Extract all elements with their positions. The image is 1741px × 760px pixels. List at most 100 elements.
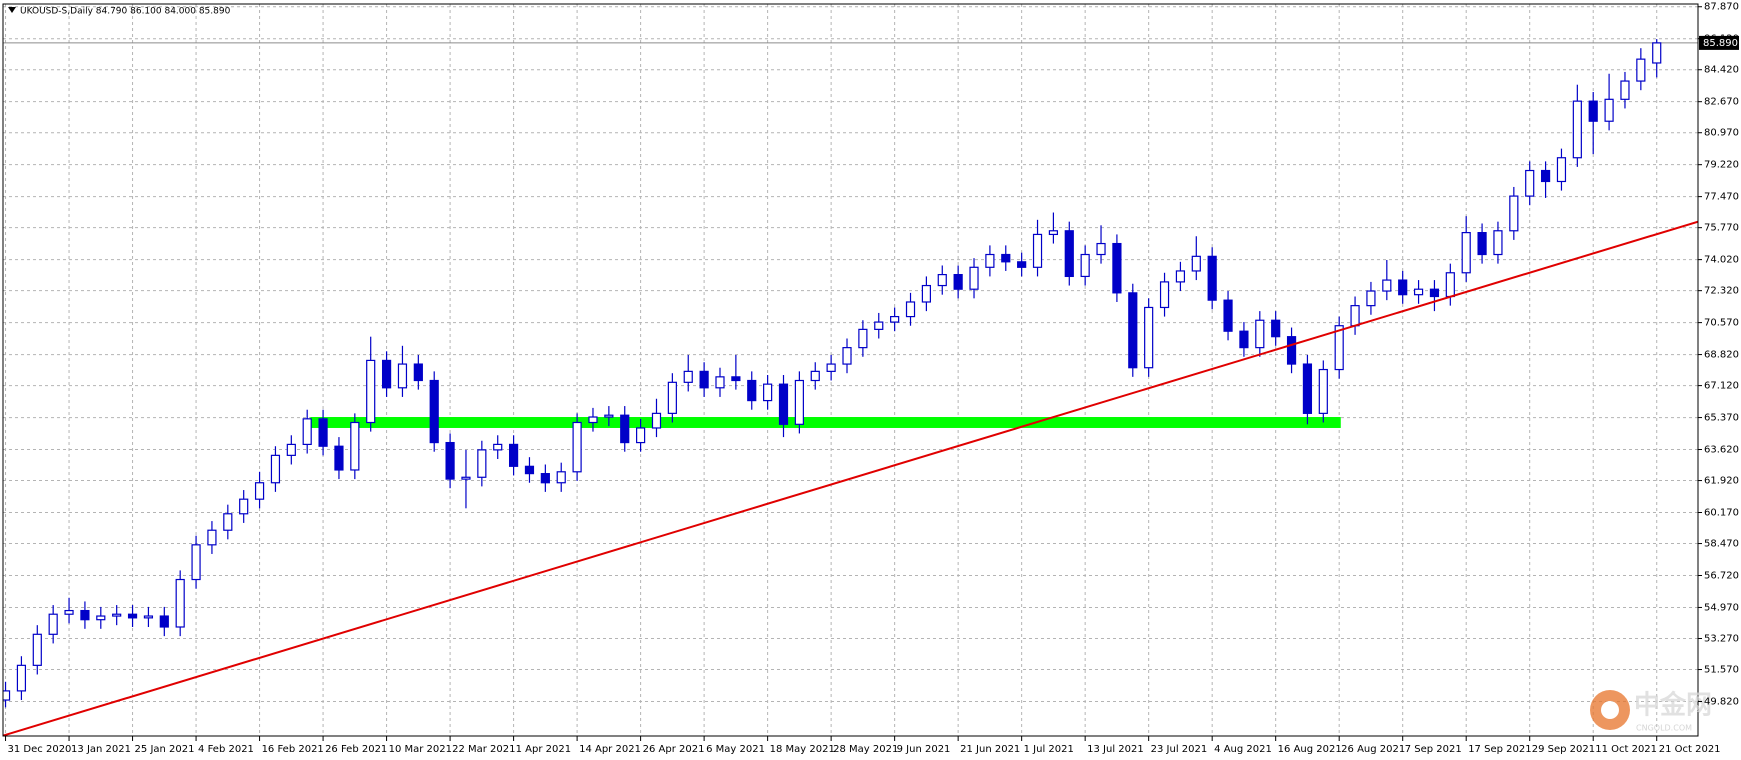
candle-body — [985, 253, 995, 268]
candle-body — [683, 370, 693, 383]
candle-body — [1144, 306, 1154, 369]
watermark-logo-inner — [1601, 701, 1619, 719]
x-tick-label: 21 Jun 2021 — [960, 744, 1020, 755]
candle-body — [1286, 336, 1297, 365]
candle-body — [1318, 368, 1328, 414]
y-tick-label: 77.470 — [1704, 192, 1739, 203]
candle-body — [810, 370, 820, 382]
candle-body — [1048, 230, 1059, 236]
candle-body — [1620, 80, 1630, 100]
x-tick-label: 4 Aug 2021 — [1214, 744, 1272, 755]
candle-body — [429, 379, 439, 444]
x-tick-label: 1 Jul 2021 — [1024, 744, 1074, 755]
candle-body — [588, 416, 598, 424]
candle-body — [874, 321, 884, 330]
y-tick-label: 53.270 — [1704, 633, 1739, 644]
candle-body — [1001, 253, 1011, 263]
y-tick-label: 80.970 — [1704, 128, 1739, 139]
candle-body — [397, 363, 408, 389]
x-tick-label: 23 Jul 2021 — [1151, 744, 1208, 755]
x-tick-label: 28 May 2021 — [833, 744, 898, 755]
candle-body — [1525, 169, 1535, 197]
candle-body — [1080, 253, 1090, 278]
x-tick-label: 25 Jan 2021 — [135, 744, 195, 755]
x-tick-label: 22 Mar 2021 — [452, 744, 515, 755]
candle-body — [858, 328, 868, 349]
candle-body — [1509, 195, 1519, 232]
candle-body — [905, 301, 916, 318]
x-tick-label: 13 Jan 2021 — [71, 744, 131, 755]
candle-body — [953, 273, 963, 290]
x-tick-label: 11 Oct 2021 — [1595, 744, 1657, 755]
candle-body — [1032, 233, 1043, 268]
candle-body — [1112, 242, 1122, 294]
y-tick-label: 72.320 — [1704, 286, 1739, 297]
candle-body — [1255, 319, 1265, 349]
y-tick-label: 84.420 — [1704, 65, 1739, 76]
candle-body — [1398, 279, 1408, 296]
candle-body — [477, 449, 487, 478]
candle-body — [699, 370, 709, 389]
x-tick-label: 31 Dec 2020 — [8, 744, 72, 755]
candle-body — [318, 418, 328, 447]
x-tick-label: 10 Mar 2021 — [389, 744, 452, 755]
candle-body — [413, 363, 423, 382]
candle-body — [1636, 58, 1646, 82]
candle-body — [159, 615, 169, 628]
candle-body — [572, 421, 582, 473]
candle-body — [890, 315, 900, 323]
candle-body — [1239, 330, 1249, 349]
candle-body — [1588, 100, 1598, 122]
candle-body — [334, 445, 344, 471]
candle-body — [651, 412, 662, 429]
x-tick-label: 26 Feb 2021 — [325, 744, 387, 755]
candle-body — [715, 376, 725, 389]
x-tick-label: 17 Sep 2021 — [1468, 744, 1531, 755]
candle-body — [763, 383, 773, 402]
candle-body — [540, 473, 550, 484]
candle-body — [461, 476, 471, 480]
candle-body — [254, 482, 265, 500]
candle-body — [667, 381, 677, 414]
y-tick-label: 75.770 — [1704, 223, 1739, 234]
candle-body — [1271, 319, 1281, 338]
y-tick-label: 82.670 — [1704, 97, 1739, 108]
support-zone — [310, 417, 1341, 428]
candle-body — [1366, 290, 1376, 307]
y-tick-label: 56.720 — [1704, 571, 1739, 582]
candle-body — [1017, 261, 1027, 268]
candle-body — [143, 615, 154, 619]
candle-body — [921, 284, 931, 303]
y-tick-label: 58.470 — [1704, 539, 1739, 550]
candle-body — [493, 443, 503, 451]
x-tick-label: 29 Sep 2021 — [1532, 744, 1595, 755]
candle-body — [1191, 255, 1201, 272]
candle-body — [286, 443, 296, 456]
candle-body — [207, 529, 217, 546]
y-tick-label: 79.220 — [1704, 160, 1739, 171]
candle-body — [556, 471, 566, 484]
candle-body — [270, 454, 281, 484]
candle-body — [1350, 305, 1360, 327]
candle-body — [778, 383, 789, 425]
candle-body — [1556, 157, 1567, 183]
candle-body — [127, 613, 138, 619]
candle-body — [620, 414, 630, 444]
candle-body — [223, 513, 233, 531]
candle-body — [1493, 230, 1503, 256]
watermark-name: 中金网 — [1634, 690, 1712, 721]
candle-body — [64, 609, 74, 615]
x-tick-label: 13 Jul 2021 — [1087, 744, 1144, 755]
y-tick-label: 68.820 — [1704, 350, 1739, 361]
y-tick-label: 61.920 — [1704, 476, 1739, 487]
candle-body — [1064, 230, 1074, 278]
candle-body — [604, 414, 614, 418]
x-tick-label: 9 Jun 2021 — [897, 744, 951, 755]
candle-body — [794, 379, 804, 425]
y-tick-label: 54.970 — [1704, 602, 1739, 613]
y-tick-label: 70.570 — [1704, 318, 1739, 329]
chart-title: UKOUSD-S,Daily 84.790 86.100 84.000 85.8… — [20, 7, 231, 17]
y-tick-label: 51.570 — [1704, 665, 1739, 676]
candle-body — [969, 266, 979, 290]
